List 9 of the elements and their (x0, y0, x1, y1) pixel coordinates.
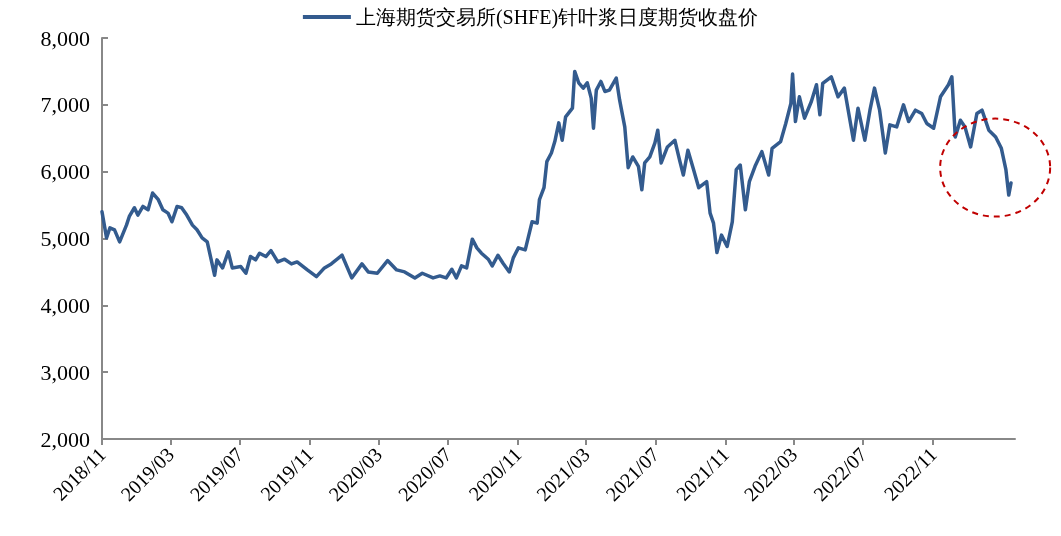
y-tick-label: 8,000 (40, 25, 90, 51)
y-tick-label: 6,000 (40, 159, 90, 185)
y-tick-label: 5,000 (40, 226, 90, 251)
legend-label: 上海期货交易所(SHFE)针叶浆日度期货收盘价 (355, 6, 759, 29)
y-tick-label: 4,000 (40, 292, 90, 318)
y-tick-label: 7,000 (40, 92, 90, 118)
y-tick-label: 3,000 (40, 359, 90, 385)
line-series (100, 69, 1013, 280)
y-tick-label: 2,000 (40, 426, 90, 452)
